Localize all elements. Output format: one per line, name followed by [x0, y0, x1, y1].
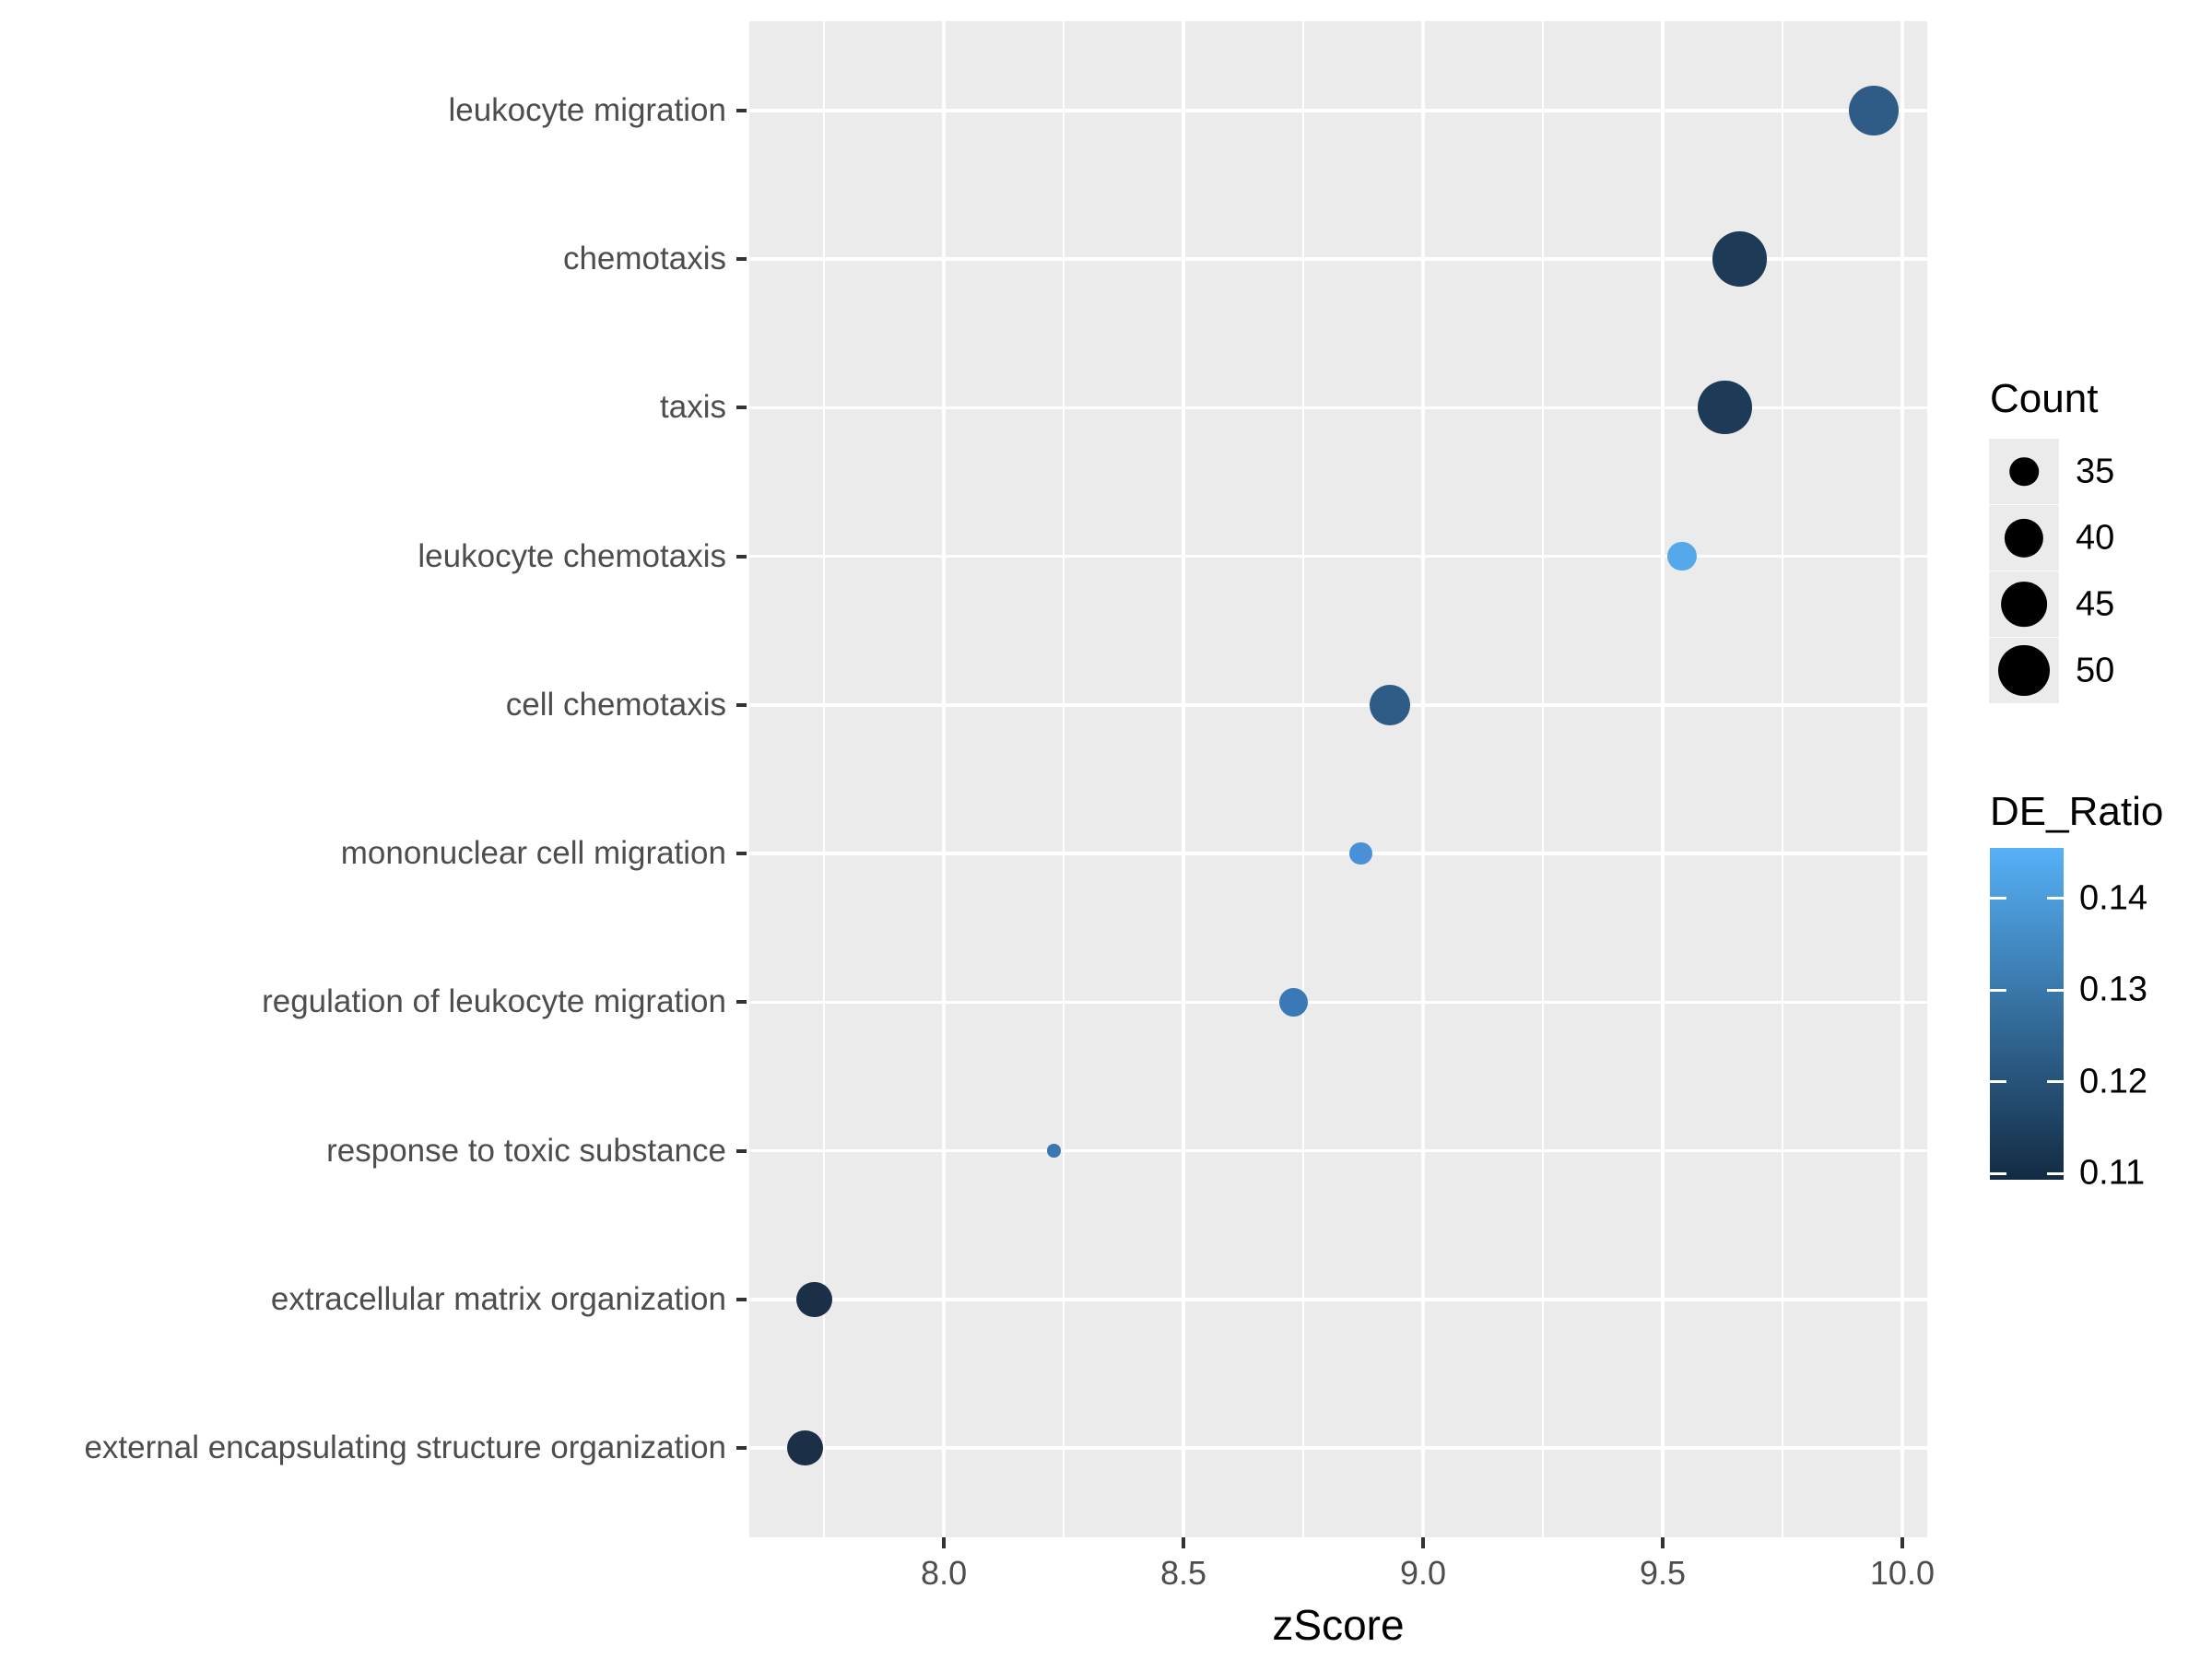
count-legend-key-circle [2009, 456, 2039, 487]
count-legend-key [1989, 505, 2059, 571]
plot-panel [749, 21, 1927, 1537]
y-tick-mark [736, 852, 747, 856]
y-tick-mark [736, 1297, 747, 1301]
gridline-major-y [749, 1446, 1927, 1450]
data-point [1278, 987, 1309, 1018]
gridline-major-y [749, 1298, 1927, 1301]
count-legend-label: 45 [2076, 584, 2115, 623]
count-legend-label: 40 [2076, 518, 2115, 557]
data-point [1712, 231, 1767, 287]
data-point [1369, 684, 1410, 725]
y-tick-label: extracellular matrix organization [270, 1280, 726, 1317]
x-tick-mark [1182, 1537, 1186, 1548]
gridline-major-y [749, 1148, 1927, 1153]
x-tick-mark [1660, 1537, 1665, 1548]
gridline-major-x [1661, 21, 1665, 1537]
x-tick-label: 9.5 [1639, 1554, 1687, 1592]
gridline-major-y [749, 109, 1927, 112]
de-ratio-colorbar-label: 0.12 [2079, 1062, 2147, 1101]
gridline-major-x [1421, 21, 1425, 1537]
count-legend-key [1989, 571, 2059, 637]
y-tick-mark [736, 406, 747, 410]
x-tick-label: 8.5 [1160, 1554, 1207, 1592]
y-tick-label: regulation of leukocyte migration [262, 983, 726, 1020]
de-ratio-colorbar-label: 0.13 [2079, 970, 2147, 1009]
gridline-minor-x [1781, 21, 1783, 1537]
y-tick-label: external encapsulating structure organiz… [84, 1430, 726, 1466]
de-ratio-colorbar-label: 0.11 [2079, 1153, 2146, 1193]
x-tick-label: 10.0 [1869, 1554, 1935, 1592]
de-ratio-colorbar-label: 0.14 [2079, 878, 2147, 918]
gridline-minor-x [823, 21, 826, 1537]
count-legend-key-circle [1998, 644, 2050, 697]
de-ratio-colorbar-tick [1990, 1171, 2006, 1175]
y-tick-label: response to toxic substance [326, 1132, 726, 1169]
gridline-major-x [1182, 21, 1185, 1537]
de-ratio-legend-title: DE_Ratio [1990, 789, 2164, 834]
y-tick-mark [736, 554, 747, 559]
gridline-major-y [749, 406, 1927, 410]
count-legend-key-circle [2004, 518, 2044, 558]
de-ratio-colorbar [1990, 848, 2064, 1180]
de-ratio-colorbar-tick [2047, 1080, 2064, 1084]
x-tick-mark [1900, 1537, 1904, 1548]
count-legend-key [1989, 638, 2059, 703]
count-legend-label: 50 [2076, 651, 2115, 689]
y-tick-mark [736, 1148, 747, 1153]
y-tick-label: leukocyte migration [448, 91, 726, 128]
y-tick-label: chemotaxis [562, 241, 726, 277]
count-legend-key-circle [2001, 581, 2047, 628]
data-point [796, 1281, 832, 1318]
de-ratio-colorbar-tick [1990, 897, 2006, 900]
y-tick-mark [736, 1000, 747, 1005]
de-ratio-colorbar-tick [2047, 897, 2064, 900]
x-tick-mark [942, 1537, 947, 1548]
gridline-major-x [1900, 21, 1904, 1537]
y-tick-mark [736, 702, 747, 707]
count-legend-label: 35 [2076, 452, 2115, 490]
x-axis-title: zScore [1272, 1601, 1405, 1649]
count-legend-title: Count [1990, 376, 2099, 421]
data-point [1349, 841, 1372, 865]
de-ratio-colorbar-tick [1990, 988, 2006, 992]
data-point [787, 1430, 823, 1466]
y-tick-mark [736, 1446, 747, 1451]
count-legend-key [1989, 439, 2059, 504]
data-point [1698, 381, 1752, 435]
y-tick-mark [736, 257, 747, 262]
y-tick-label: mononuclear cell migration [340, 835, 726, 872]
de-ratio-colorbar-tick [2047, 1171, 2064, 1175]
gridline-major-y [749, 554, 1927, 559]
gridline-major-y [749, 852, 1927, 855]
y-tick-label: leukocyte chemotaxis [418, 537, 726, 574]
x-tick-label: 9.0 [1399, 1554, 1447, 1592]
x-tick-mark [1421, 1537, 1426, 1548]
gridline-major-y [749, 1000, 1927, 1005]
data-point [1047, 1144, 1062, 1159]
gridline-minor-x [1542, 21, 1544, 1537]
y-tick-label: cell chemotaxis [505, 686, 726, 723]
de-ratio-colorbar-tick [1990, 1080, 2006, 1084]
y-tick-mark [736, 108, 747, 112]
de-ratio-colorbar-tick [2047, 988, 2064, 992]
data-point [1667, 541, 1697, 571]
data-point [1848, 85, 1899, 135]
gridline-major-x [942, 21, 946, 1537]
gridline-major-y [749, 703, 1927, 707]
gridline-major-y [749, 257, 1927, 261]
y-tick-label: taxis [660, 389, 726, 426]
x-tick-label: 8.0 [921, 1554, 968, 1592]
gridline-minor-x [1302, 21, 1305, 1537]
gridline-minor-x [1063, 21, 1065, 1537]
